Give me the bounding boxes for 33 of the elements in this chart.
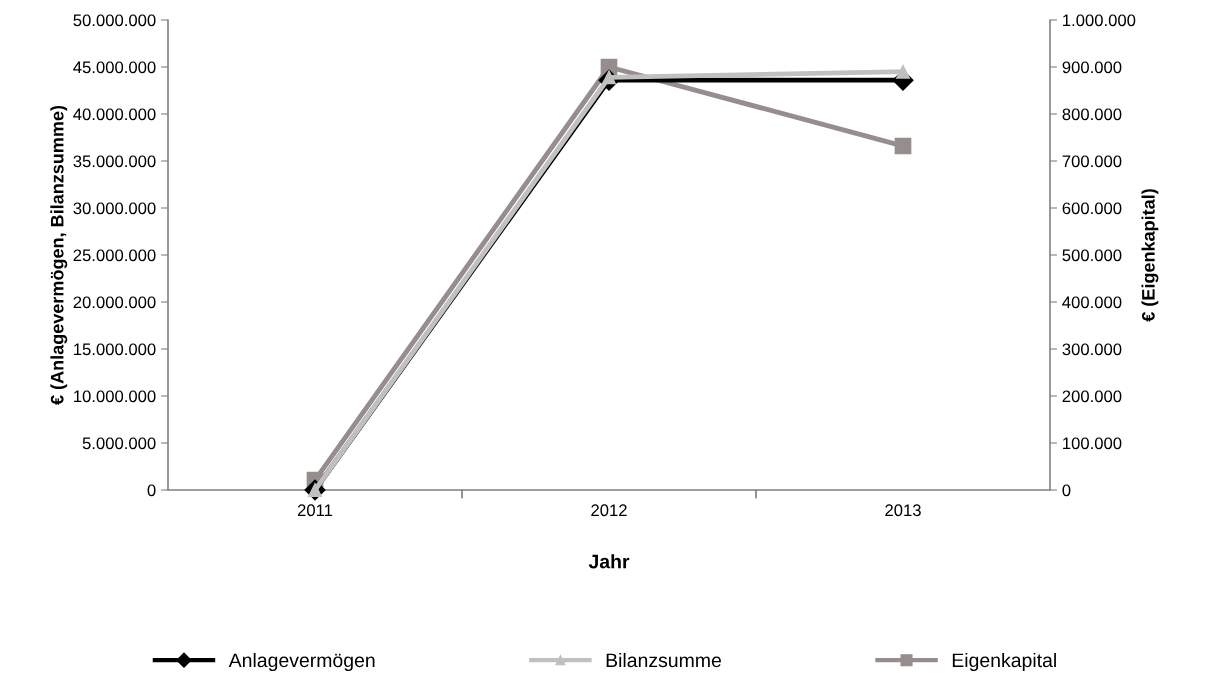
- y2-tick-label: 500.000: [1062, 249, 1122, 262]
- y-tick-label: 45.000.000: [73, 61, 156, 74]
- legend-label: Anlagevermögen: [228, 652, 375, 672]
- y2-tick-label: 300.000: [1062, 343, 1122, 356]
- y2-tick-label: 900.000: [1062, 61, 1122, 74]
- y-tick-label: 20.000.000: [73, 296, 156, 309]
- point: [896, 64, 910, 79]
- point: [894, 137, 912, 155]
- y2-tick-label: 700.000: [1062, 155, 1122, 168]
- y2-tick-label: 200.000: [1062, 390, 1122, 403]
- y2-tick-label: 600.000: [1062, 202, 1122, 215]
- y-tick-label: 30.000.000: [73, 202, 156, 215]
- y-tick-label: 15.000.000: [74, 343, 156, 356]
- x-tick-label: 2013: [885, 504, 921, 517]
- legend-label: Eigenkapital: [952, 652, 1056, 672]
- y2-tick-label: 1.000.000: [1063, 14, 1136, 27]
- y2-tick-label: 400.000: [1062, 296, 1122, 309]
- x-axis-title: Jahr: [588, 554, 630, 569]
- y2-tick-label: 800.000: [1062, 108, 1122, 121]
- y-tick-label: 0: [147, 484, 156, 497]
- y-tick-label: 40.000.000: [73, 108, 156, 121]
- x-tick-label: 2011: [297, 504, 333, 517]
- y-tick-label: 25.000.000: [73, 249, 156, 262]
- y-tick-label: 35.000.000: [73, 155, 156, 168]
- legend-label: Bilanzsumme: [606, 652, 721, 668]
- y-tick-label: 50.000.000: [73, 14, 156, 27]
- y2-axis-title: € (Eigenkapital): [1141, 189, 1159, 322]
- y2-tick-label: 100.000: [1063, 437, 1122, 450]
- x-tick-label: 2012: [591, 504, 627, 517]
- y-tick-label: 5.000.000: [82, 437, 156, 450]
- y2-tick-label: 0: [1062, 484, 1071, 497]
- y-tick-label: 10.000.000: [74, 390, 156, 403]
- y-axis-title: € (Anlagevermögen, Bilanzsumme): [50, 105, 68, 405]
